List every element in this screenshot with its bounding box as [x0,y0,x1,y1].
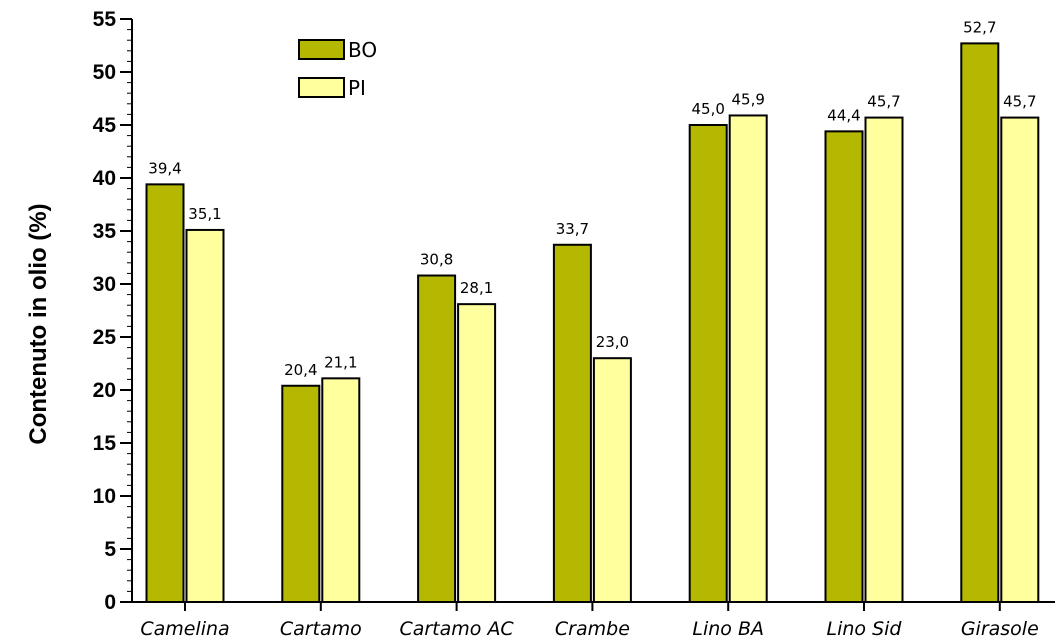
data-labels: 39,4 35,1 20,4 21,1 30,8 28,1 33,7 23,0 45,0 45,9… [148,18,1036,378]
y-tick-label: 25 [93,326,117,349]
data-label-bo: 20,4 [284,361,317,379]
y-tick-label: 10 [93,485,116,508]
bar-bo [417,274,457,603]
bar-bo [145,183,185,604]
bar-pi [185,228,225,603]
data-label-pi: 21,1 [324,353,357,371]
x-tick-label: Cartamo [280,618,362,640]
y-tick-label: 15 [93,432,117,455]
bars [145,42,1040,604]
data-label-pi: 45,7 [1003,93,1036,111]
data-label-bo: 44,4 [827,106,860,124]
y-tick-label: 35 [93,220,117,243]
data-label-bo: 33,7 [556,220,589,238]
bar-bo [824,130,864,604]
legend-label-pi: PI [348,76,366,100]
bar-pi [592,357,632,604]
data-label-pi: 45,7 [867,93,900,111]
x-tick-label: Lino Sid [827,618,903,640]
bar-pi [321,377,361,603]
legend-label-bo: BO [348,38,377,62]
data-label-pi: 35,1 [188,205,221,223]
data-label-pi: 23,0 [596,333,629,351]
legend: BO PI [298,38,377,100]
bar-bo [960,42,1000,603]
y-tick-label: 0 [104,591,116,614]
data-label-bo: 52,7 [963,18,996,36]
y-axis-label: Contenuto in olio (%) [25,203,52,444]
data-label-pi: 45,9 [731,90,764,108]
y-tick-label: 30 [93,273,116,296]
data-label-bo: 30,8 [420,251,453,269]
y-tick-label: 55 [93,8,117,31]
x-tick-label: Camelina [140,618,229,640]
bar-pi [864,116,904,604]
y-tick-label: 20 [93,379,116,402]
x-tick-label: Girasole [961,618,1039,640]
bar-bo [688,124,728,603]
y-tick-label: 5 [104,538,116,561]
bar-pi [728,114,768,604]
data-label-bo: 45,0 [691,100,724,118]
y-tick-label: 40 [93,167,116,190]
legend-swatch-bo [298,39,345,60]
axes: 0 5 10 15 20 25 30 35 40 45 50 55 Camelina Cartamo Car… [93,8,1055,640]
bar-bo [281,384,321,604]
y-tick-label: 50 [93,61,116,84]
y-tick-label: 45 [93,114,117,137]
bar-bo [552,243,592,603]
bar-pi [457,303,497,603]
bar-pi [1000,116,1040,604]
data-label-bo: 39,4 [148,159,181,177]
x-tick-label: Lino BA [692,618,764,640]
x-tick-label: Cartamo AC [399,618,514,640]
data-label-pi: 28,1 [460,279,493,297]
legend-swatch-pi [298,77,345,98]
x-tick-label: Crambe [555,618,630,640]
